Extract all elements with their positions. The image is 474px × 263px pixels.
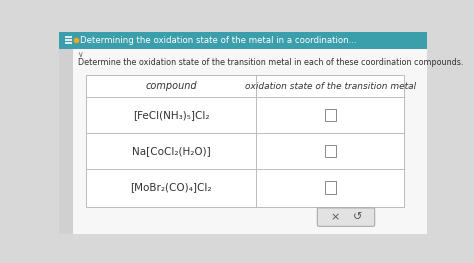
Bar xyxy=(59,48,73,234)
FancyBboxPatch shape xyxy=(317,208,374,226)
Text: ↺: ↺ xyxy=(353,212,363,222)
Text: ×: × xyxy=(330,212,340,222)
Text: [MoBr₂(CO)₄]Cl₂: [MoBr₂(CO)₄]Cl₂ xyxy=(131,183,212,193)
Bar xyxy=(325,181,336,194)
Bar xyxy=(325,145,336,158)
Bar xyxy=(325,109,336,121)
Text: [FeCl(NH₃)₅]Cl₂: [FeCl(NH₃)₅]Cl₂ xyxy=(133,110,210,120)
Bar xyxy=(86,75,404,207)
Text: compound: compound xyxy=(146,81,197,91)
Text: Determine the oxidation state of the transition metal in each of these coordinat: Determine the oxidation state of the tra… xyxy=(78,58,463,67)
Text: Na[CoCl₂(H₂O)]: Na[CoCl₂(H₂O)] xyxy=(132,146,211,156)
Text: oxidation state of the transition metal: oxidation state of the transition metal xyxy=(245,82,416,91)
Bar xyxy=(59,32,427,48)
Text: Determining the oxidation state of the metal in a coordination...: Determining the oxidation state of the m… xyxy=(80,36,356,44)
Text: ∨: ∨ xyxy=(77,50,83,59)
